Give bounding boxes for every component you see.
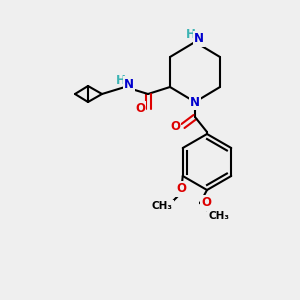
Text: N: N <box>194 32 204 46</box>
Text: O: O <box>176 182 186 196</box>
Text: O: O <box>135 103 145 116</box>
Text: O: O <box>170 119 180 133</box>
Text: CH₃: CH₃ <box>208 211 230 221</box>
Text: H: H <box>116 74 126 86</box>
Text: N: N <box>124 77 134 91</box>
Text: N: N <box>190 95 200 109</box>
Text: H: H <box>186 28 196 41</box>
Text: O: O <box>201 196 211 209</box>
Text: CH₃: CH₃ <box>152 201 172 211</box>
